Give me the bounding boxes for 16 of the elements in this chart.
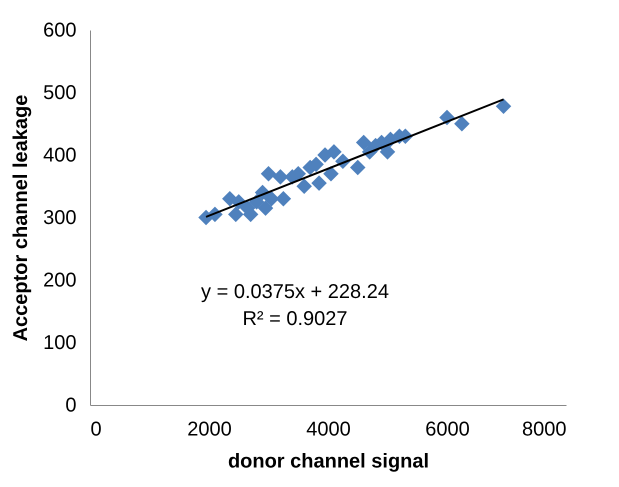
annotation: y = 0.0375x + 228.24	[201, 281, 389, 303]
y-tick-label: 400	[43, 144, 76, 166]
y-tick-label: 600	[43, 20, 76, 42]
y-tick-label: 100	[43, 332, 76, 354]
x-tick-label: 6000	[425, 418, 470, 440]
y-tick-label: 200	[43, 270, 76, 292]
y-tick-label: 300	[43, 207, 76, 229]
x-tick-label: 8000	[522, 418, 566, 440]
y-tick-label: 0	[65, 394, 76, 416]
y-axis-title: Acceptor channel leakage	[10, 94, 32, 342]
x-axis-title: donor channel signal	[228, 450, 430, 472]
x-tick-label: 4000	[306, 418, 351, 440]
x-tick-label: 2000	[187, 418, 232, 440]
x-tick-label: 0	[90, 418, 102, 440]
y-tick-label: 500	[43, 82, 76, 104]
annotation: R² = 0.9027	[242, 308, 348, 330]
